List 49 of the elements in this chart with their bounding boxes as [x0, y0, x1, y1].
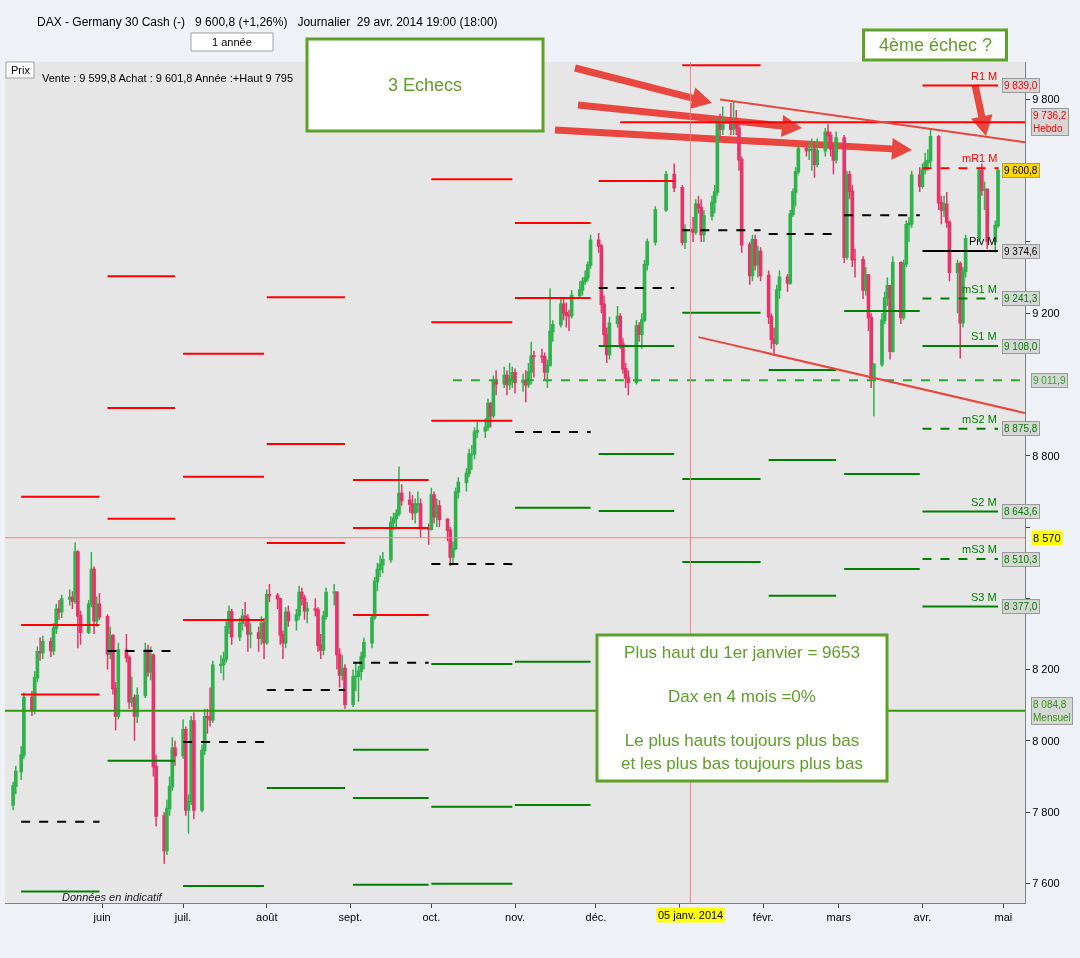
data-label: 8 084,8: [1033, 699, 1067, 710]
x-tick-label: juil.: [173, 911, 192, 924]
x-tick-label: févr.: [752, 911, 774, 924]
x-tick-label: mai: [994, 911, 1013, 924]
chart-title: DAX - Germany 30 Cash (-) 9 600,8 (+1,26%) Journalier 29 avr. 2014 19:00 (18:00): [37, 15, 498, 29]
series-label: mR1 M: [962, 152, 998, 164]
series-label: Hebdo: [1033, 123, 1063, 134]
series-label: Mensuel: [1033, 712, 1071, 723]
y-tick-label: 9 800: [1032, 93, 1060, 106]
text: 1 année: [212, 36, 252, 48]
series-label: mS2 M: [962, 413, 997, 425]
y-tick-label: 7 800: [1032, 805, 1060, 818]
text: Plus haut du 1er janvier = 9653 Dax en 4 mois =0% Le plus hauts toujours plus bas et les plus bas toujours plus bas: [621, 643, 863, 773]
x-tick-label: déc.: [585, 911, 607, 924]
y-tick-label: 8 000: [1032, 734, 1060, 747]
data-label: 9 374,6: [1004, 246, 1038, 257]
x-tick-label: nov.: [505, 911, 525, 924]
y-tick-label: 8 800: [1032, 449, 1060, 462]
series-label: S3 M: [971, 591, 997, 603]
annotation: Prix: [11, 64, 31, 76]
series-label: R1 M: [971, 70, 998, 82]
annotation: 3 Echecs: [388, 75, 463, 95]
annotation: Données en indicatif: [62, 891, 163, 903]
x-tick-label: oct.: [422, 911, 441, 924]
text: 4ème échec ?: [879, 35, 993, 55]
data-label: 9 011,9: [1033, 375, 1067, 386]
ref-line-label: 05 janv. 2014: [658, 909, 724, 921]
data-label: 8 643,6: [1004, 506, 1038, 517]
series-label: mS3 M: [962, 543, 997, 555]
annotation: 9 600,8: [1004, 165, 1038, 176]
y-tick-label: 7 600: [1032, 877, 1060, 890]
y-tick-label: 8 200: [1032, 663, 1060, 676]
data-label: 9 108,0: [1004, 341, 1038, 352]
data-label: 9 736,2: [1033, 110, 1067, 121]
data-label: 9 839,0: [1004, 80, 1038, 91]
x-tick-label: juin: [92, 911, 111, 924]
data-label: 8 377,0: [1004, 601, 1038, 612]
series-label: S2 M: [971, 496, 997, 508]
x-tick-label: avr.: [913, 911, 932, 924]
ref-line-label: 8 570: [1033, 532, 1061, 544]
data-label: 8 510,3: [1004, 554, 1038, 565]
data-label: 8 875,8: [1004, 423, 1038, 434]
x-tick-label: mars: [826, 911, 852, 924]
x-tick-label: août: [256, 911, 278, 924]
series-label: S1 M: [971, 330, 997, 342]
y-tick-label: 9 200: [1032, 307, 1060, 320]
data-label: 9 241,3: [1004, 293, 1038, 304]
x-tick-label: sept.: [338, 911, 363, 924]
text: Vente : 9 599,8 Achat : 9 601,8 Année :+Haut 9 795: [42, 72, 294, 84]
